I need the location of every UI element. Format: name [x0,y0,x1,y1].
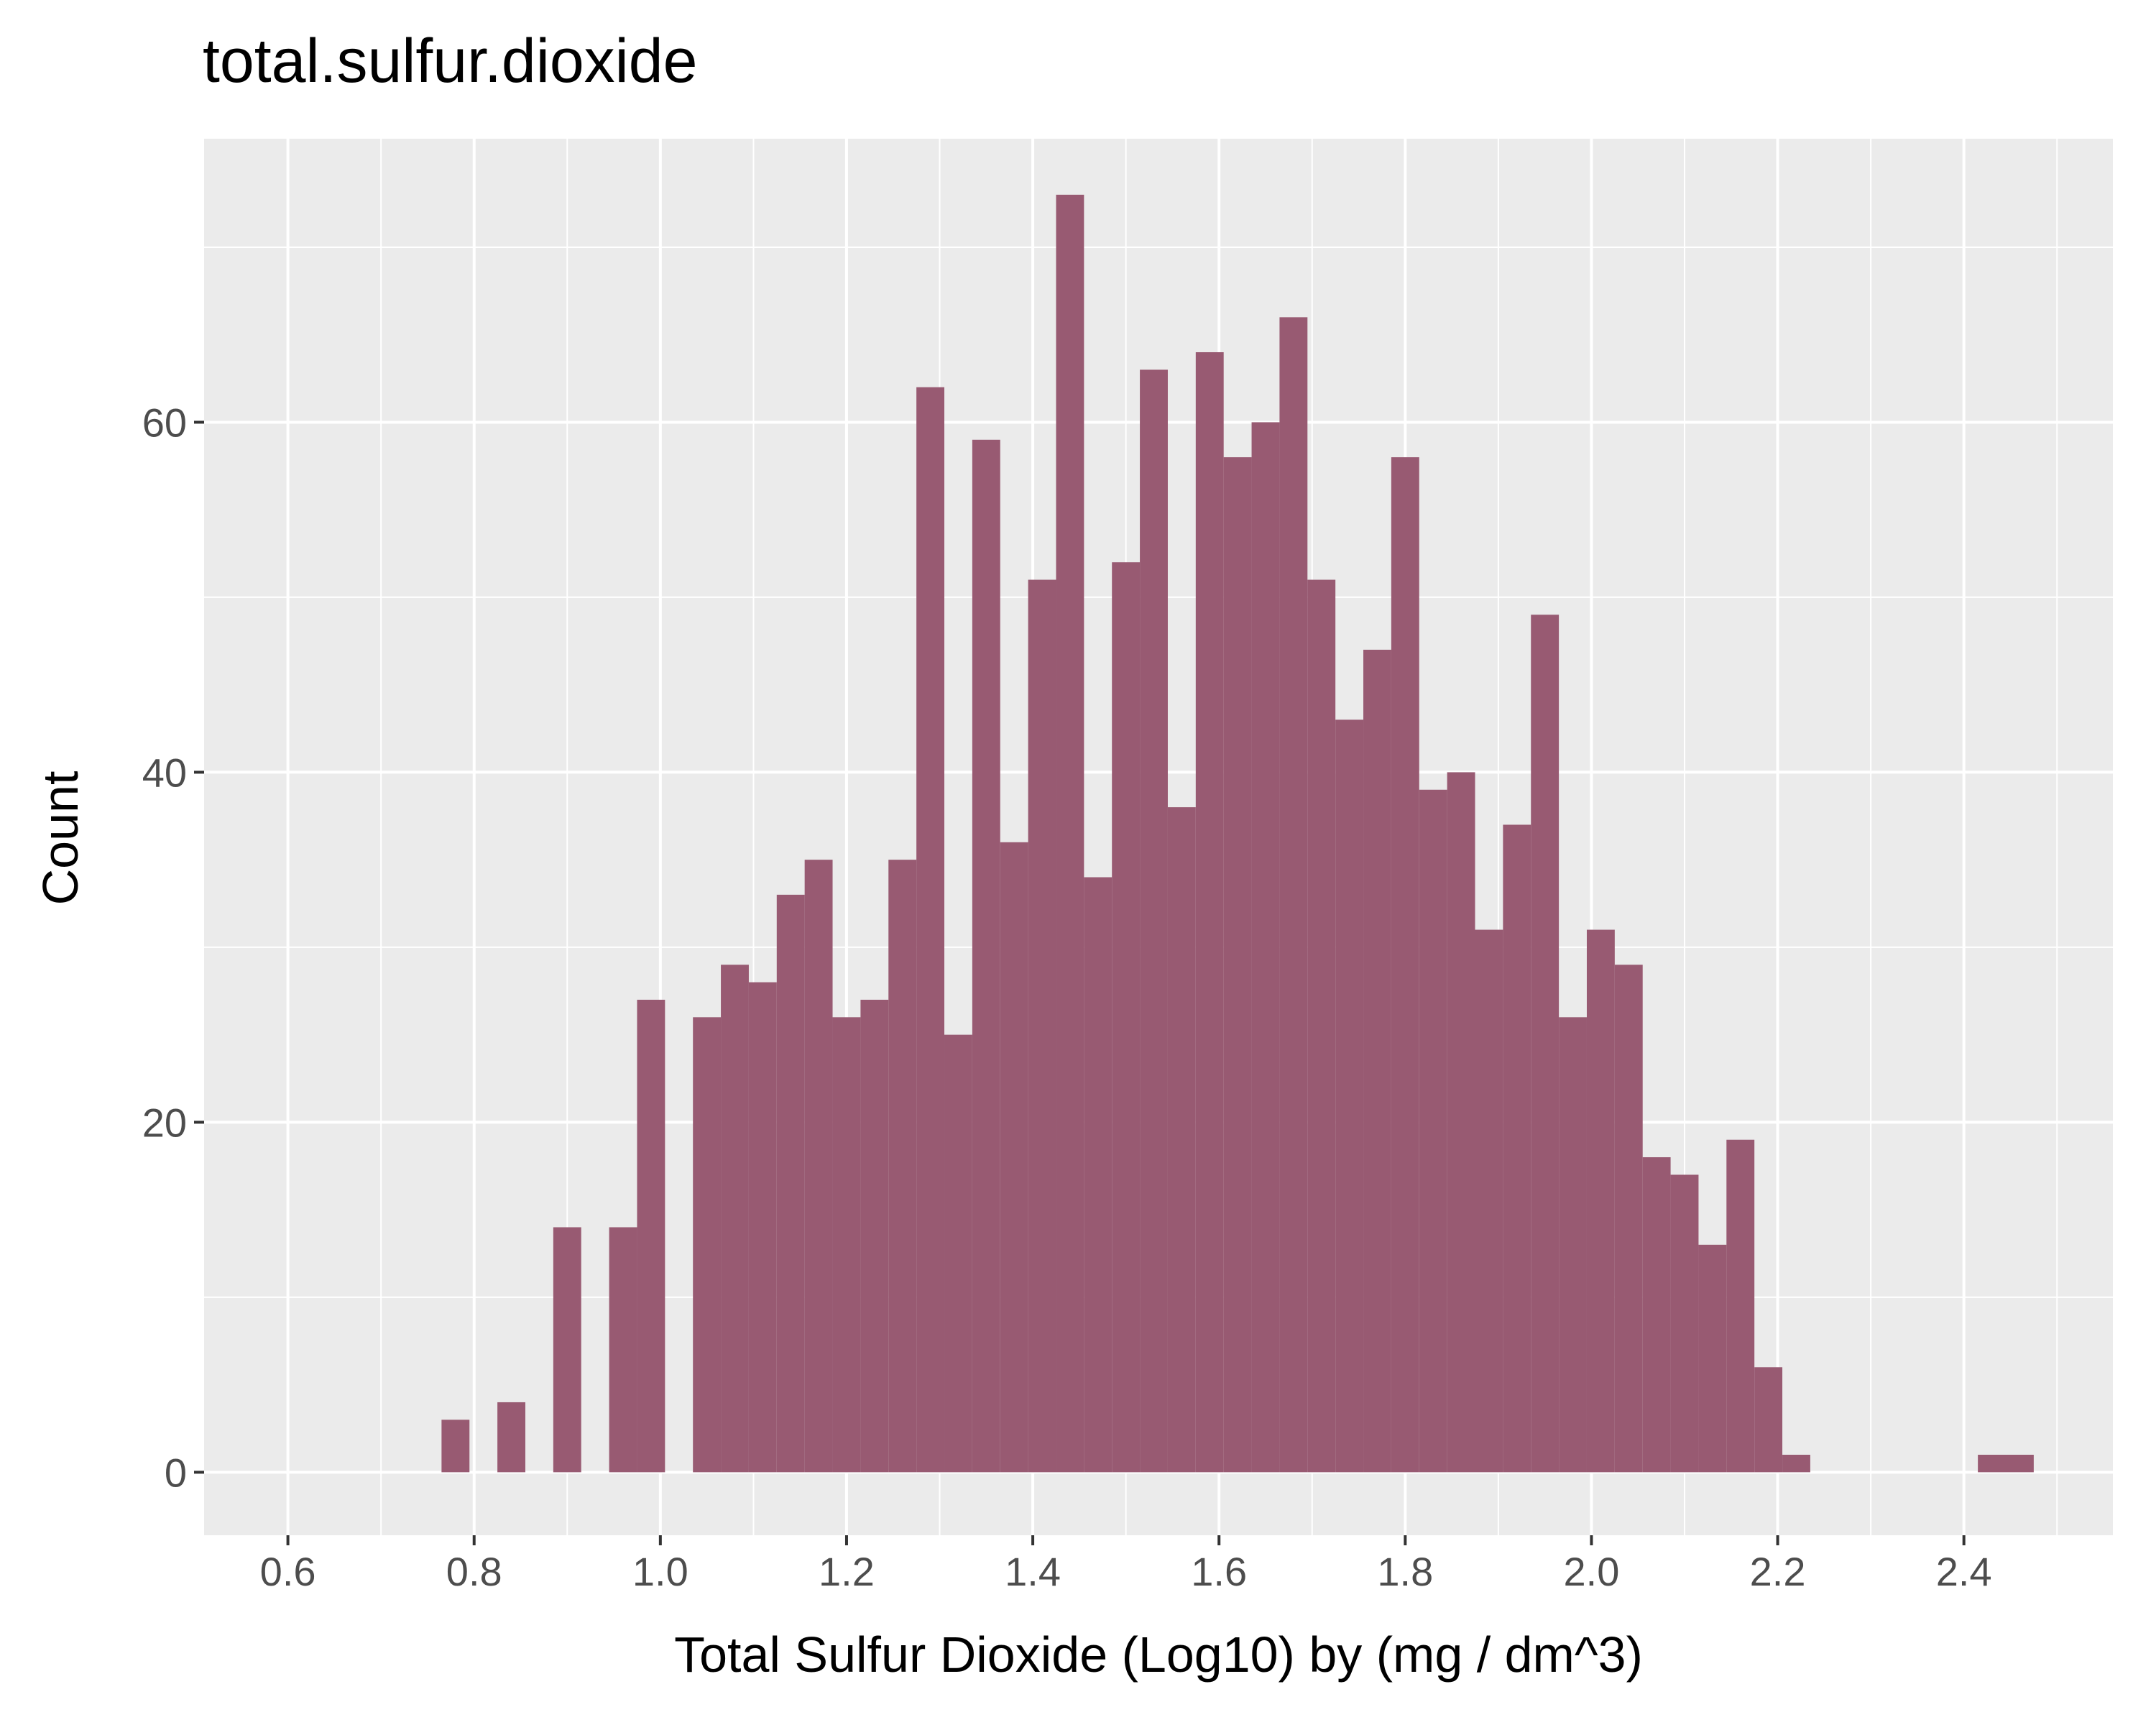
histogram-bar [1363,649,1391,1473]
y-tick-label: 60 [142,400,187,445]
histogram-bar [1503,824,1531,1473]
histogram-bar [860,999,889,1473]
histogram-bar [2006,1454,2034,1473]
histogram-bar [553,1227,581,1473]
histogram-bar [944,1034,972,1473]
y-tick-label: 20 [142,1100,187,1145]
x-tick-label: 1.6 [1191,1549,1247,1594]
histogram-bar [637,999,665,1473]
x-tick-label: 1.8 [1377,1549,1433,1594]
histogram-bar [1614,965,1643,1473]
histogram-bar [1251,422,1280,1473]
histogram-bar [1223,457,1252,1473]
chart-title: total.sulfur.dioxide [203,27,698,96]
histogram-bar [693,1017,722,1473]
histogram-bar [1112,562,1141,1473]
x-axis: 0.6 0.8 1.0 1.2 1.4 1.6 1.8 2.0 2.2 2.4 [260,1535,1992,1594]
x-tick-label: 2.4 [1936,1549,1992,1594]
histogram-bar [1586,929,1615,1473]
y-axis: 0 20 40 60 [142,400,204,1495]
x-tick-label: 1.2 [819,1549,875,1594]
histogram-bar [776,894,805,1473]
histogram-bar [1698,1244,1727,1473]
bars [441,194,2034,1473]
histogram-bar [1335,719,1364,1473]
histogram-bar [1559,1017,1587,1473]
histogram-bar [1000,842,1028,1473]
histogram-bar [1726,1139,1755,1473]
histogram-bar [916,387,945,1473]
histogram-bar [1642,1157,1671,1473]
y-tick-label: 40 [142,750,187,795]
histogram-bar [497,1402,525,1473]
histogram-bar [1167,807,1196,1473]
x-tick-label: 2.2 [1750,1549,1806,1594]
histogram-bar [1307,579,1336,1473]
histogram-bar [1056,194,1084,1473]
histogram-bar [1028,579,1056,1473]
histogram-bar [1279,317,1308,1473]
histogram-bar [1670,1174,1699,1473]
histogram-bar [748,982,777,1473]
histogram-bar [1195,352,1224,1473]
histogram-bar [1978,1454,2007,1473]
histogram-bar [1754,1367,1783,1473]
x-tick-label: 2.0 [1564,1549,1620,1594]
x-tick-label: 0.8 [446,1549,502,1594]
histogram-bar [1084,877,1112,1473]
histogram-bar [1475,929,1503,1473]
x-tick-label: 1.4 [1005,1549,1061,1594]
histogram-bar [441,1420,470,1473]
histogram-bar [1531,615,1560,1473]
histogram-bar [1782,1454,1810,1473]
y-axis-label-text: Count [32,770,88,906]
histogram-bar [888,860,917,1473]
histogram-bar [804,860,833,1473]
histogram-bar [972,439,1000,1473]
x-tick-label: 1.0 [632,1549,688,1594]
histogram-bar [1419,789,1447,1473]
histogram-bar [1140,369,1168,1473]
histogram-bar [609,1227,637,1473]
histogram-bar [1447,772,1475,1473]
y-tick-label: 0 [165,1450,187,1495]
x-axis-label: Total Sulfur Dioxide (Log10) by (mg / dm… [674,1627,1643,1683]
x-tick-label: 0.6 [260,1549,316,1594]
histogram-bar [832,1017,861,1473]
histogram-bar [1391,457,1419,1473]
histogram-bar [721,965,749,1473]
